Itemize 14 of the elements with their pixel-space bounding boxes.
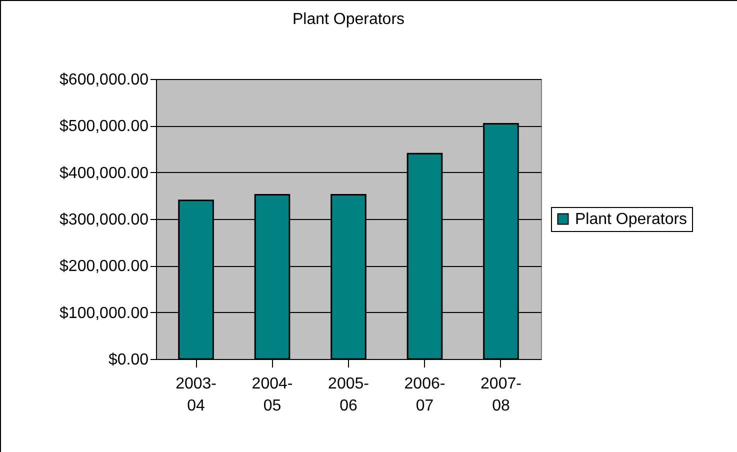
chart-title: Plant Operators <box>292 11 405 28</box>
x-tick-label: 2006-07 <box>404 376 446 414</box>
y-tick-label: $0.00 <box>108 352 149 368</box>
x-tick-label: 2003-04 <box>176 376 216 414</box>
y-tick-label: $200,000.00 <box>60 258 149 276</box>
y-tick-label: $600,000.00 <box>60 72 149 88</box>
legend-label: Plant Operators <box>575 211 688 228</box>
x-tick-label: 2007-08 <box>480 376 522 414</box>
y-tick-label: $100,000.00 <box>60 304 149 322</box>
y-tick-label: $500,000.00 <box>60 118 149 136</box>
y-tick-label: $400,000.00 <box>60 164 149 182</box>
y-tick-label: $300,000.00 <box>60 212 149 228</box>
x-tick-label: 2005-06 <box>328 376 369 414</box>
x-tick-label: 2004-05 <box>252 376 293 414</box>
